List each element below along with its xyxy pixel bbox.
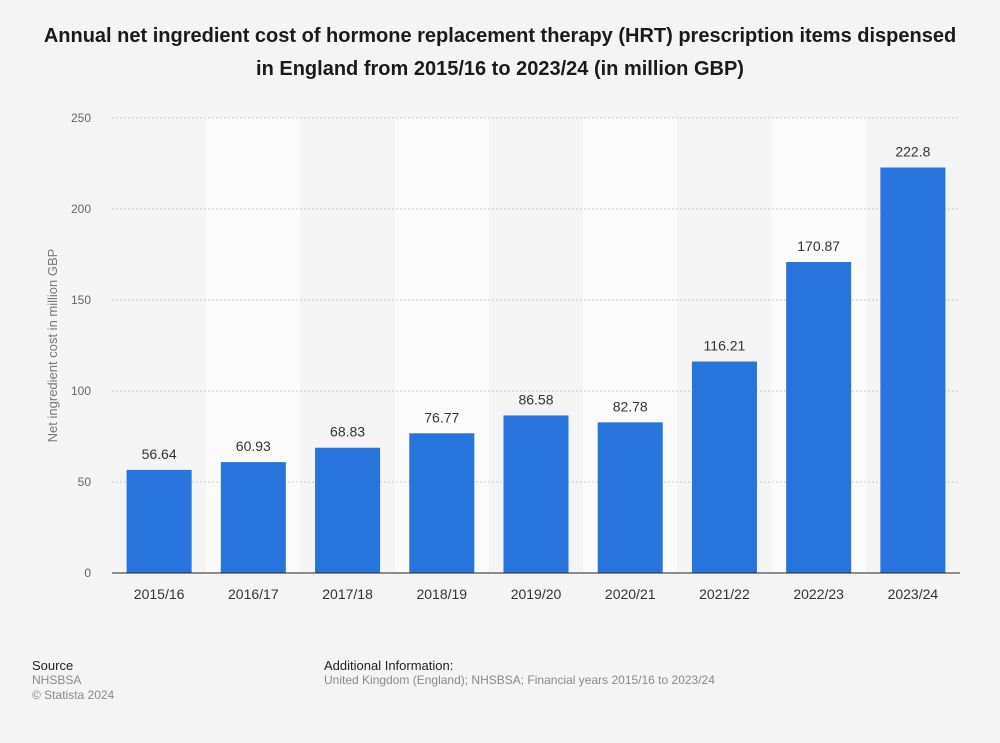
- x-tick-label: 2017/18: [322, 586, 373, 602]
- additional-info-block: Additional Information: United Kingdom (…: [324, 658, 715, 688]
- value-labels: 56.64 60.93 68.83 76.77 86.58 82.78 116.21 170.…: [142, 144, 931, 462]
- bar-value-label: 170.87: [797, 238, 840, 254]
- bar: [597, 422, 663, 573]
- bar-value-label: 82.78: [613, 398, 648, 414]
- bar: [315, 447, 381, 573]
- bar: [220, 462, 286, 573]
- y-tick-label: 50: [78, 475, 92, 489]
- x-axis-labels: 2015/16 2016/17 2017/18 2018/19 2019/20 2020/…: [134, 586, 939, 602]
- bars: [126, 167, 946, 573]
- additional-info-heading: Additional Information:: [324, 658, 454, 673]
- bar-chart: 0 50 100 150 200 250 56.64 60.93 68.83 76.77 86.5…: [45, 111, 960, 602]
- copyright-text: © Statista 2024: [32, 688, 115, 702]
- x-tick-label: 2020/21: [605, 586, 656, 602]
- bar: [691, 361, 757, 573]
- bar-value-label: 86.58: [518, 391, 553, 407]
- source-block: Source NHSBSA © Statista 2024: [32, 658, 114, 703]
- y-axis-ticks: 0 50 100 150 200 250: [71, 111, 91, 580]
- source-name: NHSBSA: [32, 673, 82, 687]
- bar-value-label: 60.93: [236, 438, 271, 454]
- chart-title: Annual net ingredient cost of hormone re…: [43, 25, 957, 80]
- bar-value-label: 222.8: [895, 144, 930, 160]
- y-tick-label: 100: [71, 384, 91, 398]
- additional-info-text: United Kingdom (England); NHSBSA; Financ…: [324, 673, 715, 687]
- y-tick-label: 200: [71, 202, 91, 216]
- bar-value-label: 76.77: [424, 409, 459, 425]
- x-tick-label: 2022/23: [793, 586, 844, 602]
- y-axis-title: Net ingredient cost in million GBP: [45, 249, 60, 443]
- bar: [880, 167, 946, 573]
- bar: [126, 469, 192, 573]
- x-tick-label: 2021/22: [699, 586, 750, 602]
- x-tick-label: 2018/19: [416, 586, 467, 602]
- bar: [786, 262, 852, 573]
- bar-value-label: 116.21: [704, 337, 746, 353]
- x-tick-label: 2023/24: [888, 586, 939, 602]
- x-tick-label: 2019/20: [511, 586, 562, 602]
- y-tick-label: 150: [71, 293, 91, 307]
- x-tick-label: 2015/16: [134, 586, 185, 602]
- x-tick-label: 2016/17: [228, 586, 279, 602]
- y-tick-label: 0: [84, 566, 91, 580]
- source-heading: Source: [32, 658, 74, 673]
- bar-value-label: 68.83: [330, 424, 365, 440]
- y-tick-label: 250: [71, 111, 91, 125]
- bar-value-label: 56.64: [142, 446, 177, 462]
- bar: [503, 415, 569, 573]
- bar: [409, 433, 475, 573]
